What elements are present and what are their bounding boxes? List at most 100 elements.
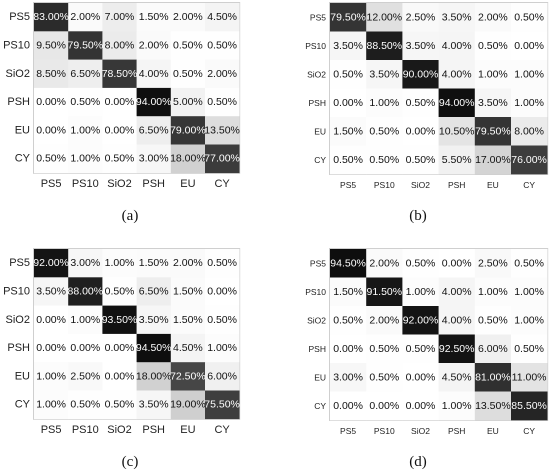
cell-value-label: 3.50%: [478, 97, 508, 109]
cell-value-label: 94.00%: [439, 97, 475, 109]
cell-value-label: 1.00%: [478, 68, 508, 80]
matrix-cell: [511, 334, 548, 364]
x-tick-label: EU: [180, 424, 195, 436]
matrix-cell: [68, 333, 103, 363]
cell-value-label: 0.00%: [333, 343, 363, 355]
matrix-cell: [330, 334, 367, 364]
matrix-cell: [474, 249, 512, 278]
matrix-cell: [402, 363, 439, 392]
cell-value-label: 0.50%: [406, 97, 436, 109]
matrix-cell: [205, 362, 240, 391]
x-tick-label: PS5: [41, 178, 62, 190]
cell-value-label: 5.00%: [173, 96, 203, 108]
cell-value-label: 2.00%: [139, 39, 169, 51]
cell-value-label: 1.00%: [514, 97, 544, 109]
cell-value-label: 13.50%: [475, 400, 511, 412]
matrix-cell: [136, 3, 172, 32]
cell-value-label: 2.00%: [369, 257, 399, 269]
matrix-cell: [34, 362, 69, 391]
matrix-cell: [205, 390, 240, 420]
matrix-cell: [511, 277, 548, 307]
x-tick-label: PS5: [41, 424, 62, 436]
panel-caption: (d): [409, 454, 427, 470]
cell-value-label: 4.00%: [139, 68, 169, 80]
cell-value-label: 3.00%: [333, 371, 363, 383]
cell-value-label: 5.50%: [442, 154, 472, 166]
matrix-cell: [136, 116, 172, 145]
x-tick-label: EU: [487, 426, 499, 436]
cell-value-label: 0.50%: [207, 39, 237, 51]
y-tick-label: EU: [314, 372, 326, 382]
matrix-cell: [205, 144, 240, 174]
matrix-cell: [136, 277, 172, 306]
y-tick-label: EU: [15, 124, 30, 136]
cell-value-label: 1.00%: [70, 314, 100, 326]
matrix-cell: [102, 87, 137, 117]
cell-value-label: 0.00%: [105, 342, 135, 354]
cell-value-label: 7.00%: [105, 11, 135, 23]
matrix-cell: [330, 249, 367, 278]
matrix-cell: [205, 333, 240, 363]
x-tick-label: PS5: [340, 426, 356, 436]
cell-value-label: 6.50%: [139, 124, 169, 136]
cell-value-label: 0.50%: [173, 39, 203, 51]
cell-value-label: 94.00%: [136, 96, 172, 108]
cell-value-label: 0.00%: [406, 400, 436, 412]
cell-value-label: 0.00%: [514, 40, 544, 52]
cell-value-label: 2.50%: [70, 370, 100, 382]
cell-value-label: 1.00%: [442, 400, 472, 412]
cell-value-label: 79.50%: [67, 39, 103, 51]
y-tick-label: PSH: [309, 344, 326, 354]
matrix-cell: [102, 144, 137, 174]
cell-value-label: 79.00%: [170, 124, 206, 136]
cell-value-label: 94.50%: [330, 257, 366, 269]
panel-caption: (c): [122, 454, 139, 470]
cell-value-label: 0.00%: [442, 257, 472, 269]
matrix-cell: [438, 117, 476, 146]
cell-value-label: 0.50%: [70, 96, 100, 108]
cell-value-label: 0.50%: [333, 68, 363, 80]
matrix-cell: [366, 277, 403, 307]
matrix-cell: [170, 277, 206, 306]
y-tick-label: CY: [15, 153, 31, 165]
matrix-cell: [205, 305, 240, 335]
matrix-cell: [366, 363, 403, 392]
cell-value-label: 0.00%: [406, 125, 436, 137]
cell-value-label: 3.00%: [70, 257, 100, 269]
matrix-cell: [474, 31, 512, 61]
cell-value-label: 1.00%: [514, 286, 544, 298]
cell-value-label: 4.00%: [442, 68, 472, 80]
matrix-cell: [136, 249, 172, 278]
matrix-cell: [366, 3, 403, 32]
cell-value-label: 0.50%: [36, 153, 66, 165]
cell-value-label: 1.00%: [105, 257, 135, 269]
cell-value-label: 0.50%: [333, 154, 363, 166]
matrix-cell: [68, 31, 103, 60]
matrix-cell: [511, 306, 548, 335]
matrix-cell: [511, 31, 548, 61]
y-tick-label: SiO2: [307, 315, 326, 325]
cell-value-label: 4.00%: [442, 314, 472, 326]
cell-value-label: 0.50%: [70, 399, 100, 411]
cell-value-label: 88.00%: [67, 285, 103, 297]
matrix-cell: [170, 144, 206, 174]
matrix-cell: [438, 306, 476, 335]
matrix-cell: [136, 390, 172, 420]
panel-caption: (b): [409, 208, 427, 224]
panel-b: 79.50% 12.00% 2.50% 3.50% 2.00% 0.50%3.50% 88.…: [305, 2, 549, 224]
cell-value-label: 3.50%: [139, 399, 169, 411]
matrix-frame: [329, 248, 549, 421]
matrix-cell: [34, 277, 69, 306]
cell-value-label: 1.00%: [514, 314, 544, 326]
matrix-cell: [438, 60, 476, 89]
cell-value-label: 72.50%: [170, 370, 206, 382]
matrix-cell: [438, 391, 476, 421]
cell-value-label: 2.00%: [173, 11, 203, 23]
cell-value-label: 0.50%: [333, 314, 363, 326]
cell-value-label: 0.00%: [207, 285, 237, 297]
matrix-cell: [366, 88, 403, 118]
x-tick-label: SiO2: [411, 426, 430, 436]
x-tick-label: PS5: [340, 180, 356, 190]
x-tick-label: PSH: [448, 426, 465, 436]
